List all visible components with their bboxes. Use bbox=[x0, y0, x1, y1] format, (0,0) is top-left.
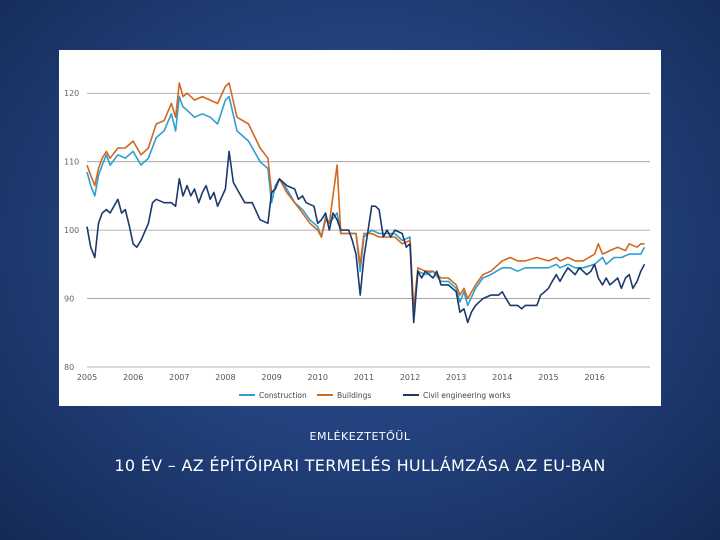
x-tick-label: 2009 bbox=[261, 373, 281, 382]
legend-label: Buildings bbox=[337, 391, 371, 400]
x-tick-label: 2011 bbox=[354, 373, 374, 382]
y-tick-label: 80 bbox=[64, 363, 74, 372]
series-line-2 bbox=[86, 150, 646, 324]
chart-panel: 80 90 100 110 120 2005 2006 2007 2008 2009 2010 201… bbox=[59, 50, 661, 406]
x-tick-label: 2014 bbox=[492, 373, 512, 382]
x-tick-label: 2010 bbox=[308, 373, 328, 382]
series-line-0 bbox=[86, 95, 646, 317]
slide-title: 10 ÉV – AZ ÉPÍTŐIPARI TERMELÉS HULLÁMZÁS… bbox=[114, 456, 606, 475]
series-line-1 bbox=[86, 82, 645, 310]
x-tick-label: 2016 bbox=[584, 373, 604, 382]
legend-label: Civil engineering works bbox=[423, 391, 511, 400]
legend-label: Construction bbox=[259, 391, 307, 400]
x-tick-label: 2008 bbox=[215, 373, 235, 382]
x-tick-label: 2007 bbox=[169, 373, 189, 382]
slide-kicker: EMLÉKEZTETŐÜL bbox=[309, 430, 411, 443]
y-tick-label: 120 bbox=[64, 89, 79, 98]
x-tick-label: 2015 bbox=[538, 373, 558, 382]
line-chart: 80 90 100 110 120 2005 2006 2007 2008 2009 2010 201… bbox=[64, 82, 650, 400]
y-tick-label: 100 bbox=[64, 226, 79, 235]
x-tick-label: 2012 bbox=[400, 373, 420, 382]
y-tick-label: 110 bbox=[64, 158, 79, 167]
y-tick-label: 90 bbox=[64, 295, 74, 304]
x-tick-label: 2013 bbox=[446, 373, 466, 382]
x-tick-label: 2006 bbox=[123, 373, 143, 382]
x-tick-label: 2005 bbox=[77, 373, 97, 382]
